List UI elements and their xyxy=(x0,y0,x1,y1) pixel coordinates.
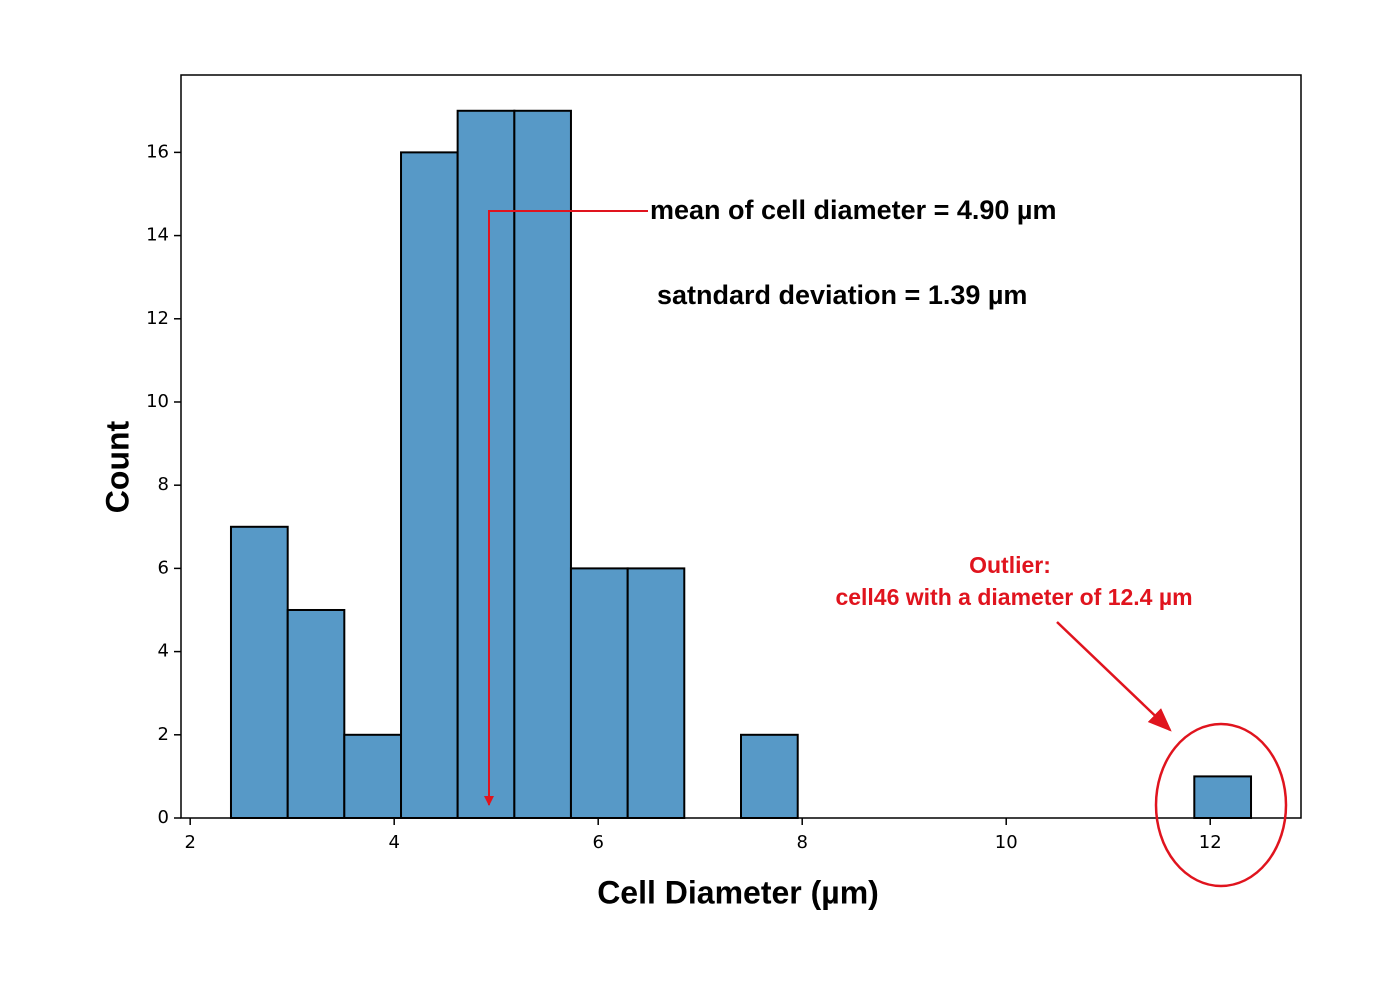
plot-frame xyxy=(180,74,1302,819)
outlier-arrow xyxy=(1056,621,1172,732)
bar xyxy=(229,525,289,819)
x-tick-label: 4 xyxy=(388,832,399,853)
y-axis-label: Count xyxy=(99,420,135,513)
annotation: mean of cell diameter = 4.90 µm xyxy=(650,195,1057,225)
y-tick-label: 2 xyxy=(158,724,169,745)
bar xyxy=(513,109,572,819)
bar xyxy=(456,109,516,819)
y-tick-label: 4 xyxy=(158,641,169,662)
y-tick-label: 16 xyxy=(146,141,169,162)
x-tick-label: 8 xyxy=(796,832,807,853)
x-tick-label: 10 xyxy=(995,832,1018,853)
annotation: satndard deviation = 1.39 µm xyxy=(657,280,1027,310)
outlier-circle xyxy=(1154,722,1288,888)
y-tick-label: 14 xyxy=(146,225,169,246)
x-tick-label: 6 xyxy=(592,832,603,853)
x-tick-label: 12 xyxy=(1199,832,1222,853)
bar xyxy=(626,567,686,819)
bar xyxy=(569,567,629,819)
y-tick-label: 8 xyxy=(158,474,169,495)
bar xyxy=(400,151,459,820)
x-axis-label: Cell Diameter (µm) xyxy=(597,874,879,910)
annotation: cell46 with a diameter of 12.4 µm xyxy=(835,584,1192,610)
bar xyxy=(1193,775,1253,820)
bar xyxy=(343,733,403,819)
y-tick-label: 10 xyxy=(146,391,169,412)
y-tick-label: 0 xyxy=(158,807,169,828)
bar xyxy=(286,608,346,819)
x-tick-label: 2 xyxy=(184,832,195,853)
bar xyxy=(740,733,799,819)
y-tick-label: 12 xyxy=(146,308,169,329)
y-tick-label: 6 xyxy=(158,557,169,578)
annotation: Outlier: xyxy=(969,552,1051,578)
mean-arrow xyxy=(484,210,648,806)
